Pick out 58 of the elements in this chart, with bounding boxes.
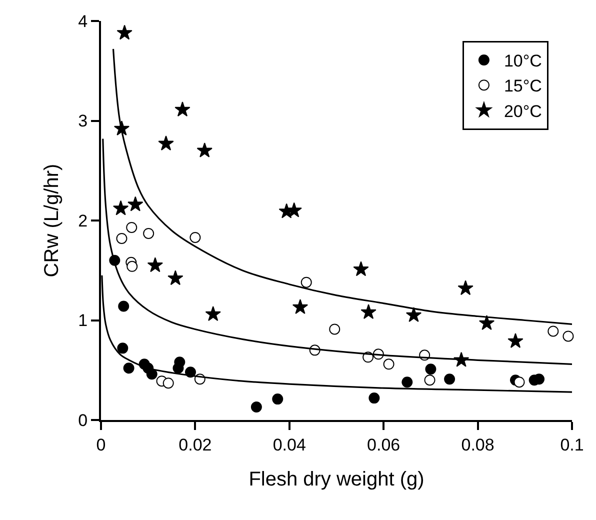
point [402,376,413,388]
legend-label: 10°C [504,52,542,71]
point [250,402,262,413]
x-tick-label: 0 [96,435,106,454]
x-axis-title: Flesh dry weight (g) [248,468,424,490]
point [168,270,184,286]
legend-label: 15°C [504,76,542,96]
point [126,222,138,233]
point [117,342,128,354]
x-tick-label: 0.08 [461,435,494,454]
point [548,326,559,337]
x-tick-label: 0.06 [367,435,400,454]
x-tick-label: 0.1 [560,435,584,454]
point [292,299,308,314]
point [143,228,154,239]
point [205,306,221,321]
point [172,362,184,374]
point [360,304,376,319]
point [514,376,525,388]
point [126,260,138,272]
point [112,200,129,216]
point [128,196,144,212]
y-tick-label: 4 [78,12,88,31]
y-tick-label: 0 [78,410,88,430]
point [329,324,340,335]
point [424,374,436,386]
point [190,232,201,243]
point [116,24,132,40]
y-tick-label: 3 [78,112,88,131]
point [444,374,456,385]
point [286,202,302,218]
point [508,333,524,348]
point [118,300,130,312]
point [147,257,163,272]
legend-label: 20°C [504,102,542,121]
point [478,315,495,330]
point [353,261,369,276]
point [458,280,474,296]
point [300,276,312,288]
y-tick-label: 2 [78,211,88,230]
point [146,368,158,380]
line-series [112,48,572,326]
point [383,358,394,370]
point [368,392,380,404]
x-tick-label: 0.02 [178,435,212,454]
y-tick-label: 1 [78,311,88,330]
point [174,102,190,117]
point [123,362,134,374]
point [116,232,128,244]
point [272,394,284,405]
point [425,364,436,375]
y-axis-title: CRw (L/g/hr) [41,164,64,278]
point [196,142,212,158]
point [406,307,422,322]
point [562,330,574,342]
point [162,378,174,389]
x-tick-label: 0.04 [272,435,306,454]
point [158,135,174,150]
